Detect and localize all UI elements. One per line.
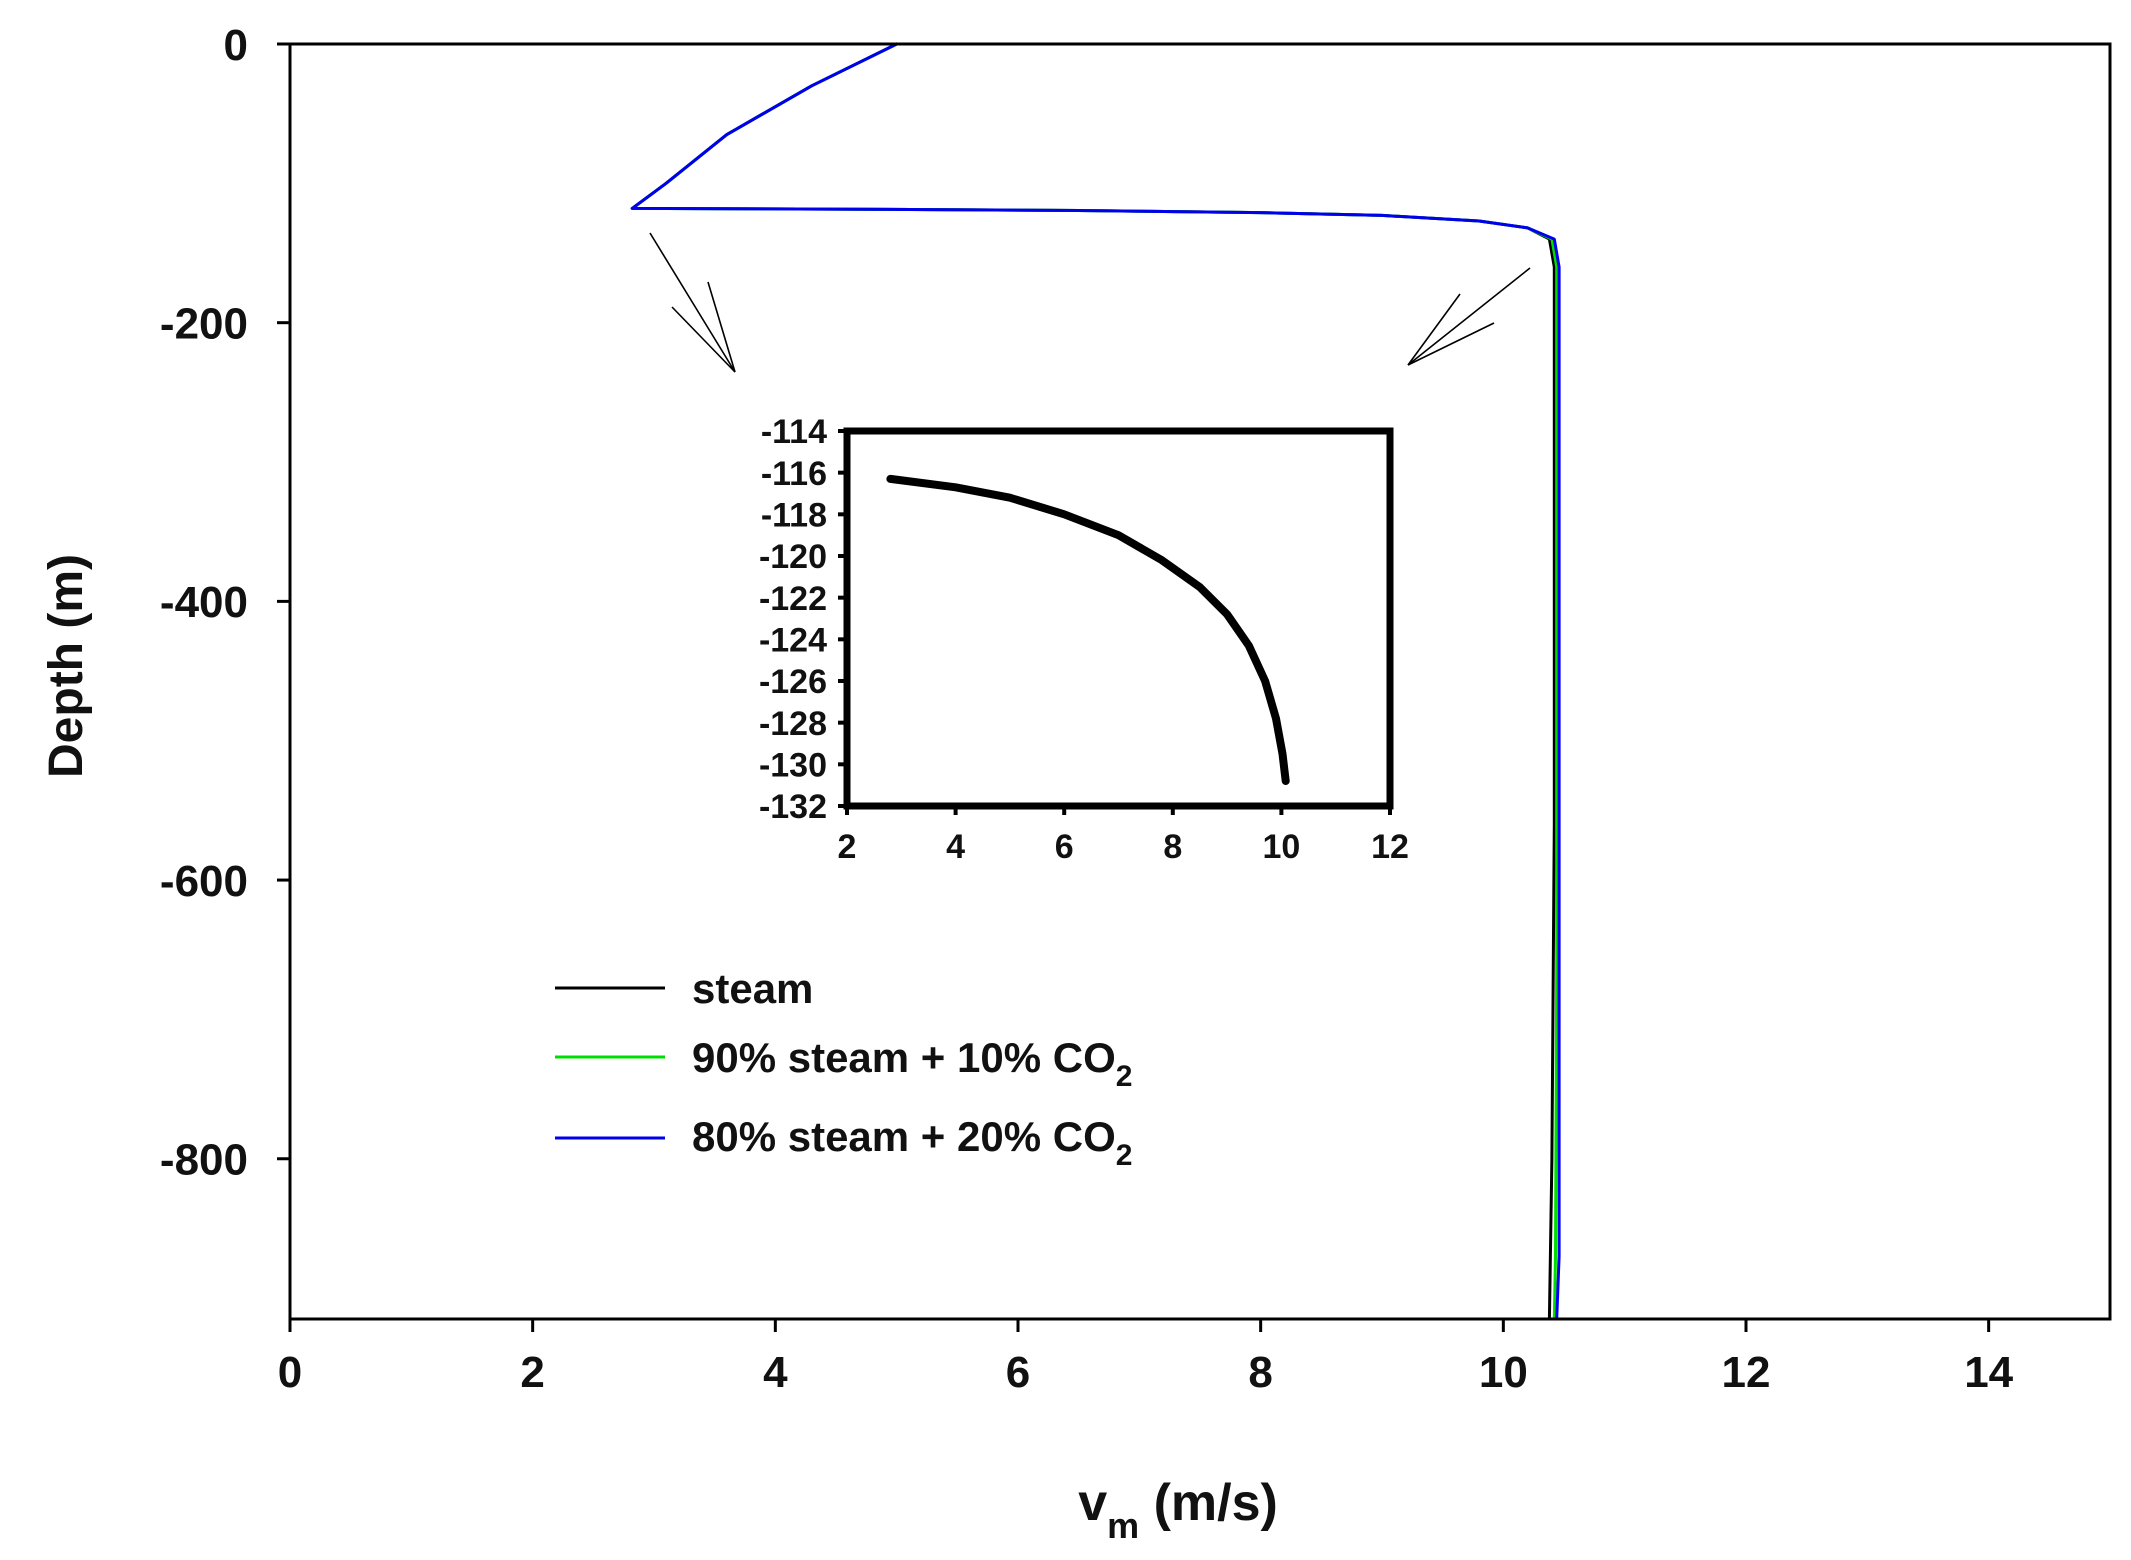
inset-y-tick-label: -126 [759,663,827,701]
inset-y-tick-label: -130 [759,747,827,785]
inset-y-tick-label: -128 [759,705,827,743]
right-arrow-head-right [1407,322,1495,366]
right-arrow-head-left [1407,293,1461,366]
main-x-tick-label: 10 [1479,1348,1528,1397]
inset-series-line-0 [886,474,1290,785]
main-x-tick-label: 12 [1722,1348,1771,1397]
main-x-tick-label: 8 [1248,1348,1272,1397]
main-series-line-2 [630,42,1561,1321]
right-arrow-shaft [1407,267,1531,366]
main-y-tick-label: -600 [160,857,248,906]
main-y-tick-label: -200 [160,300,248,349]
main-plot-frame [288,42,2112,1321]
main-y-axis-label: Depth (m) [40,554,93,778]
main-y-tick-label: -400 [160,578,248,627]
inset-y-tick-label: -132 [759,788,827,826]
legend-label-steam: steam [692,965,813,1012]
main-x-tick-label: 14 [1964,1348,2013,1397]
main-y-tick-label: -800 [160,1136,248,1185]
main-ticks: 0 2 4 6 8 10 12 14 0 -200 -400 -600 -800 [160,21,2014,1397]
inset-x-tick-label: 12 [1371,828,1409,866]
inset-y-tick-label: -120 [759,538,827,576]
inset-y-tick-label: -118 [761,497,827,535]
inset-x-tick-label: 4 [946,828,965,866]
main-y-tick-label: 0 [224,21,248,70]
legend: steam 90% steam + 10% CO2 80% steam + 20… [555,965,1132,1172]
inset-x-tick-label: 2 [838,828,857,866]
inset-y-tick-label: -114 [761,413,827,451]
inset-plot-frame [843,427,1394,810]
inset-background [847,431,1390,806]
inset-y-tick-label: -124 [759,622,827,660]
legend-label-90-steam: 90% steam + 10% CO2 [692,1034,1132,1093]
left-arrow-shaft [649,232,736,373]
main-x-tick-label: 2 [520,1348,544,1397]
inset-y-tick-label: -122 [759,580,827,618]
legend-label-80-steam: 80% steam + 20% CO2 [692,1113,1132,1172]
inset-series [886,474,1290,785]
main-x-tick-label: 0 [278,1348,302,1397]
main-x-tick-label: 4 [763,1348,788,1397]
left-arrow-head-left [671,306,736,373]
inset-x-tick-label: 10 [1262,828,1300,866]
left-arrow-head-right [707,281,736,373]
inset-ticks: 2 4 6 8 10 12 -114 -116 -118-120 -122 -124-126 -128… [759,413,1409,866]
main-x-tick-label: 6 [1006,1348,1030,1397]
main-series [630,42,1561,1321]
main-x-axis-label: vm (m/s) [1078,1474,1278,1546]
inset-x-tick-label: 6 [1055,828,1074,866]
inset-x-tick-label: 8 [1163,828,1182,866]
inset-y-tick-label: -116 [761,455,827,493]
inset-arrows [649,232,1531,373]
